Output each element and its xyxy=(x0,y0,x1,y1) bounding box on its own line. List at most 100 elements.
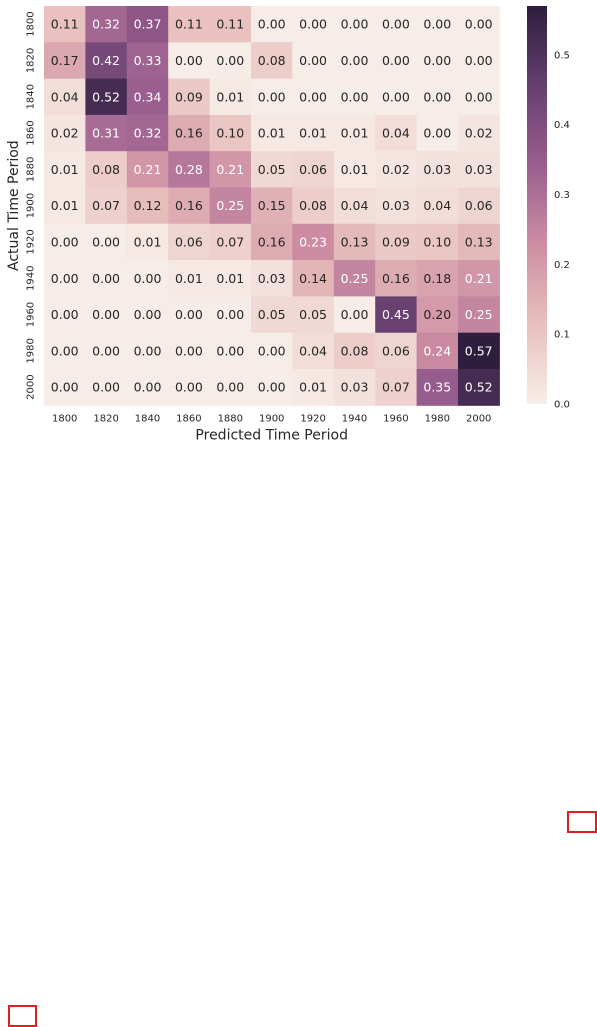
cell-value-label: 0.00 xyxy=(258,89,286,104)
cell-value-label: 0.20 xyxy=(423,307,451,322)
cell-value-label: 0.11 xyxy=(51,17,79,32)
heatmap-cell xyxy=(251,114,293,152)
heatmap-cell xyxy=(458,114,500,152)
heatmap-cell xyxy=(333,6,376,43)
cell-value-label: 0.00 xyxy=(299,53,327,68)
heatmap-cell xyxy=(126,296,169,334)
cell-value-label: 0.06 xyxy=(175,234,203,249)
heatmap-cell xyxy=(375,42,418,80)
cell-value-label: 0.01 xyxy=(299,126,327,141)
x-tick-label: 1960 xyxy=(383,413,408,424)
cell-value-label: 0.16 xyxy=(382,271,410,286)
y-axis-title: Actual Time Period xyxy=(6,140,22,271)
cell-value-label: 0.23 xyxy=(299,234,327,249)
colorbar-tick-label: 0.1 xyxy=(554,330,570,341)
x-tick-label: 1820 xyxy=(93,413,118,424)
cell-value-label: 0.07 xyxy=(92,198,120,213)
heatmap-cell xyxy=(375,332,418,370)
heatmap-cell xyxy=(251,369,293,406)
cell-value-label: 0.04 xyxy=(299,343,327,358)
heatmap-cell xyxy=(416,223,459,261)
cell-value-label: 0.00 xyxy=(216,307,244,322)
cell-value-label: 0.00 xyxy=(92,271,120,286)
heatmap-cell xyxy=(458,223,500,261)
heatmap-cell xyxy=(251,187,293,225)
heatmap-cell xyxy=(85,223,128,261)
x-tick-label: 1840 xyxy=(135,413,160,424)
cell-value-label: 0.00 xyxy=(51,307,79,322)
heatmap-cell xyxy=(168,332,211,370)
heatmap-cell xyxy=(209,260,252,297)
cell-value-label: 0.00 xyxy=(216,53,244,68)
heatmap-cell xyxy=(416,114,459,152)
cell-value-label: 0.00 xyxy=(51,271,79,286)
heatmap-cell xyxy=(333,223,376,261)
heatmap-cell xyxy=(375,296,418,334)
highlight-box-right xyxy=(567,811,597,833)
heatmap-cell xyxy=(458,260,500,297)
heatmap-cell xyxy=(458,332,500,370)
cell-value-label: 0.03 xyxy=(382,198,410,213)
x-tick-label: 1920 xyxy=(300,413,325,424)
heatmap-cell xyxy=(375,114,418,152)
heatmap-cell xyxy=(85,151,128,188)
heatmap-cell xyxy=(416,332,459,370)
cell-value-label: 0.00 xyxy=(175,343,203,358)
y-tick-label: 2000 xyxy=(26,374,37,399)
cell-value-label: 0.01 xyxy=(341,126,369,141)
cell-value-label: 0.08 xyxy=(92,162,120,177)
cell-value-label: 0.07 xyxy=(216,234,244,249)
heatmap-cell xyxy=(458,296,500,334)
heatmap-cell xyxy=(251,78,293,116)
cell-value-label: 0.00 xyxy=(51,380,79,395)
cell-value-label: 0.18 xyxy=(423,271,451,286)
heatmap-cell xyxy=(292,223,335,261)
cell-value-label: 0.32 xyxy=(134,126,162,141)
cell-value-label: 0.01 xyxy=(258,126,286,141)
heatmap-cell xyxy=(126,332,169,370)
y-tick-label: 1800 xyxy=(26,11,37,36)
cell-value-label: 0.00 xyxy=(175,307,203,322)
heatmap-cell xyxy=(292,78,335,116)
heatmap-cell xyxy=(416,6,459,43)
heatmap-cell xyxy=(168,42,211,80)
heatmap-cell xyxy=(416,42,459,80)
cell-value-label: 0.37 xyxy=(134,17,162,32)
cell-value-label: 0.00 xyxy=(382,53,410,68)
colorbar xyxy=(527,6,547,404)
cell-value-label: 0.25 xyxy=(341,271,369,286)
cell-value-label: 0.11 xyxy=(216,17,244,32)
cell-value-label: 0.00 xyxy=(423,126,451,141)
cell-value-label: 0.00 xyxy=(258,343,286,358)
heatmap-cell xyxy=(44,369,86,406)
heatmap-cell xyxy=(126,114,169,152)
cell-value-label: 0.00 xyxy=(175,53,203,68)
heatmap-cell xyxy=(333,151,376,188)
cell-value-label: 0.00 xyxy=(465,17,493,32)
cell-value-label: 0.17 xyxy=(51,53,79,68)
heatmap-cell xyxy=(375,6,418,43)
cell-value-label: 0.01 xyxy=(134,234,162,249)
cell-value-label: 0.00 xyxy=(465,89,493,104)
heatmap-cell xyxy=(209,6,252,43)
cell-value-label: 0.00 xyxy=(423,89,451,104)
heatmap-cell xyxy=(44,42,86,80)
cell-value-label: 0.04 xyxy=(382,126,410,141)
heatmap-cell xyxy=(292,296,335,334)
cell-value-label: 0.00 xyxy=(51,343,79,358)
cell-value-label: 0.00 xyxy=(92,380,120,395)
heatmap-cell xyxy=(44,78,86,116)
cell-value-label: 0.11 xyxy=(175,17,203,32)
cell-value-label: 0.04 xyxy=(51,89,79,104)
y-tick-label: 1960 xyxy=(26,302,37,327)
heatmap-cell xyxy=(251,260,293,297)
cell-value-label: 0.07 xyxy=(382,380,410,395)
cell-value-label: 0.08 xyxy=(341,343,369,358)
cell-value-label: 0.45 xyxy=(382,307,410,322)
heatmap-cell xyxy=(85,42,128,80)
cell-value-label: 0.24 xyxy=(423,343,451,358)
cell-value-label: 0.00 xyxy=(465,53,493,68)
heatmap-cell xyxy=(375,187,418,225)
heatmap-cell xyxy=(292,260,335,297)
